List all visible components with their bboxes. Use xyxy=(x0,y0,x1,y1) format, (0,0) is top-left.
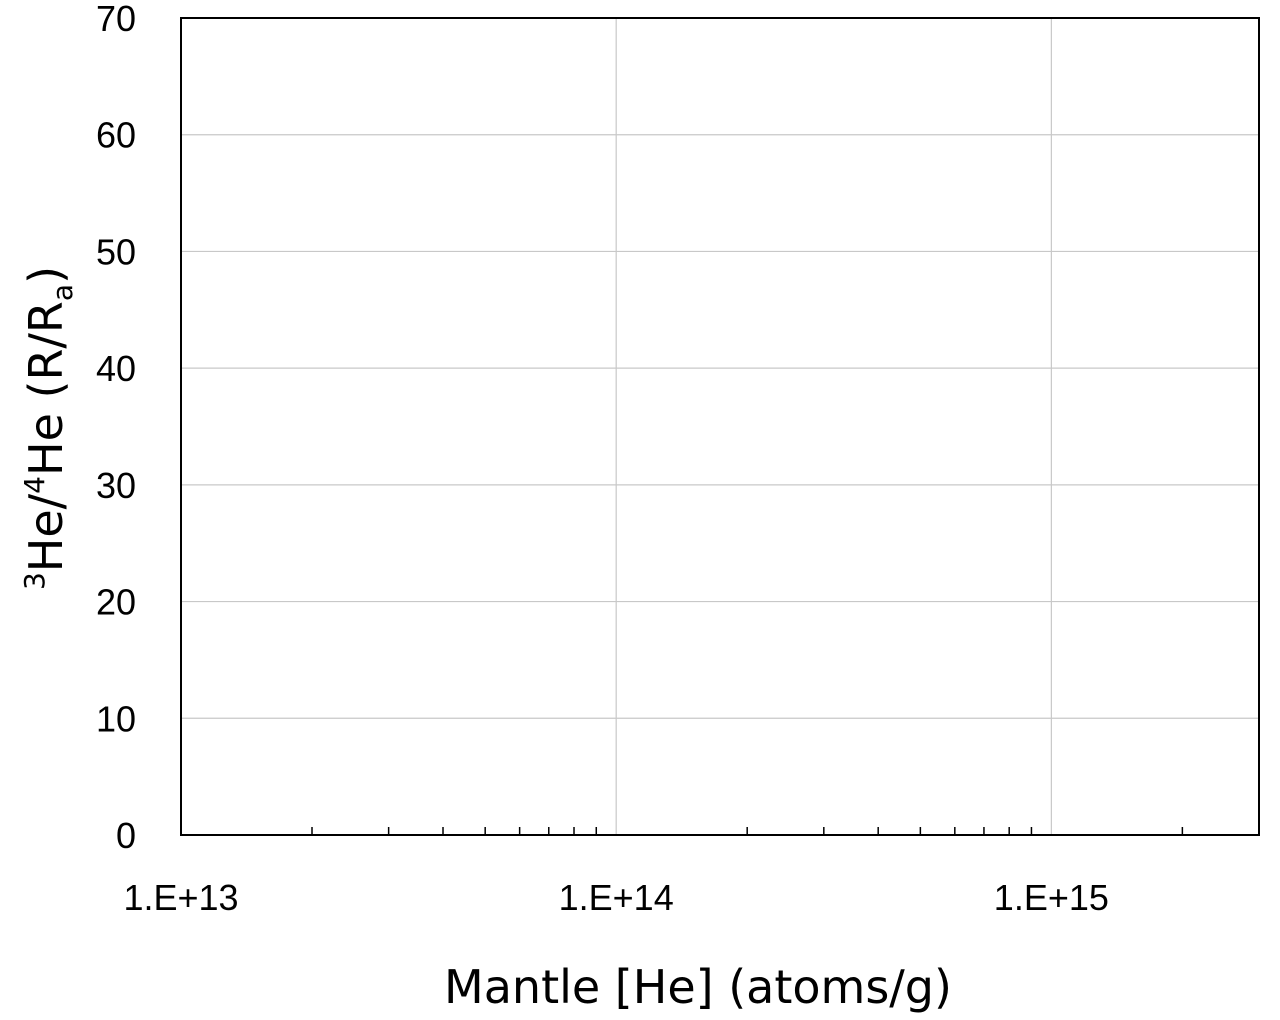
y-axis-title-sup3: 3 xyxy=(18,572,51,590)
y-axis-title-sub-a: a xyxy=(46,284,79,301)
y-axis-title-he-ratio: He (R/R xyxy=(19,301,73,476)
y-tick-label: 60 xyxy=(96,115,136,156)
x-tick-labels: 1.E+13 1.E+14 1.E+15 xyxy=(123,877,1108,918)
y-tick-label: 0 xyxy=(116,815,136,856)
x-axis-title: Mantle [He] (atoms/g) xyxy=(444,960,952,1014)
plot-area-frame xyxy=(180,17,1260,836)
y-tick-label: 20 xyxy=(96,582,136,623)
y-axis-title-he: He/ xyxy=(19,493,73,572)
y-tick-label: 30 xyxy=(96,465,136,506)
y-axis-title-sup4: 4 xyxy=(18,476,51,494)
grid-lines xyxy=(181,18,1259,835)
y-tick-label: 10 xyxy=(96,698,136,739)
y-axis-title: 3He/4He (R/Ra) xyxy=(18,266,79,590)
y-tick-label: 40 xyxy=(96,348,136,389)
x-tick-label: 1.E+15 xyxy=(994,877,1109,918)
y-tick-labels: 0 10 20 30 40 50 60 70 xyxy=(96,0,136,856)
x-tick-label: 1.E+14 xyxy=(559,877,674,918)
x-tick-label: 1.E+13 xyxy=(123,877,238,918)
y-axis-title-close: ) xyxy=(19,266,73,284)
y-tick-label: 50 xyxy=(96,231,136,272)
y-tick-label: 70 xyxy=(96,0,136,39)
